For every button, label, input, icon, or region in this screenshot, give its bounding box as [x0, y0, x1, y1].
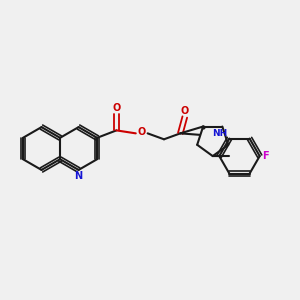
Text: O: O — [137, 128, 146, 137]
Text: F: F — [262, 151, 269, 161]
Text: O: O — [181, 106, 189, 116]
Text: O: O — [112, 103, 121, 112]
Text: N: N — [74, 171, 83, 182]
Text: NH: NH — [212, 129, 227, 138]
